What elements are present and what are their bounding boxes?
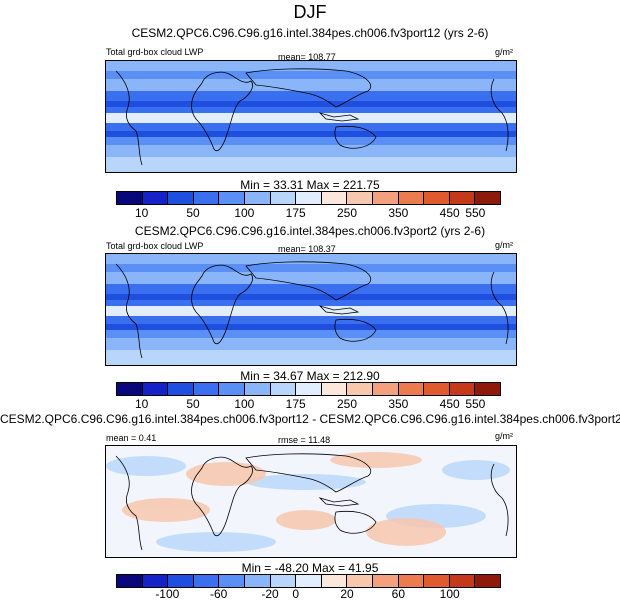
panel-2-title: CESM2.QPC6.C96.C96.g16.intel.384pes.ch00… (134, 224, 486, 238)
panel-2-colorbar-ticks: 10 50 100 175 250 350 450 550 (116, 397, 501, 411)
colorbar-swatch (347, 575, 373, 587)
colorbar-swatch (372, 383, 399, 395)
colorbar-swatch (117, 575, 143, 587)
colorbar-swatch (398, 192, 425, 204)
panel-3-colorbar (116, 574, 501, 588)
colorbar-swatch (296, 192, 322, 204)
colorbar-swatch (142, 383, 169, 395)
colorbar-swatch (168, 575, 194, 587)
panel-1-minmax: Min = 33.31 Max = 221.75 (240, 178, 380, 192)
colorbar-tick-label: -100 (155, 587, 180, 601)
panel-3-mean-label: mean = 0.41 (106, 433, 157, 443)
panel-2-mean-label: mean= 108.37 (278, 244, 336, 254)
colorbar-tick-label: 10 (134, 206, 149, 220)
panel-3-rmse-label: rmse = 11.48 (278, 435, 331, 445)
colorbar-tick-label: 10 (134, 397, 149, 411)
colorbar-swatch (321, 192, 348, 204)
colorbar-swatch (347, 383, 373, 395)
panel-1-colorbar-ticks: 10 50 100 175 250 350 450 550 (116, 206, 501, 220)
colorbar-tick-label: 100 (234, 206, 255, 220)
colorbar-swatch (168, 383, 194, 395)
colorbar-swatch (244, 192, 271, 204)
panel-2-variable-label: Total grd-box cloud LWP (106, 241, 204, 251)
colorbar-tick-label: 450 (439, 206, 460, 220)
colorbar-tick-label: 60 (391, 587, 406, 601)
panel-1-colorbar (116, 191, 501, 205)
colorbar-swatch (117, 383, 143, 395)
colorbar-swatch (193, 383, 220, 395)
colorbar-swatch (475, 192, 500, 204)
colorbar-tick-label: 100 (439, 587, 460, 601)
colorbar-swatch (219, 383, 245, 395)
panel-1-units: g/m² (495, 47, 513, 57)
colorbar-swatch (347, 192, 373, 204)
colorbar-swatch (475, 383, 500, 395)
colorbar-tick-label: 50 (186, 206, 200, 220)
panel-3-minmax: Min = -48.20 Max = 41.95 (241, 561, 379, 575)
colorbar-swatch (219, 192, 245, 204)
colorbar-tick-label: 100 (234, 397, 255, 411)
colorbar-swatch (449, 575, 476, 587)
colorbar-swatch (270, 192, 297, 204)
colorbar-tick-label: 350 (388, 397, 409, 411)
colorbar-swatch (372, 192, 399, 204)
colorbar-swatch (424, 575, 450, 587)
panel-1-title: CESM2.QPC6.C96.C96.g16.intel.384pes.ch00… (131, 26, 489, 40)
colorbar-swatch (244, 575, 271, 587)
colorbar-swatch (424, 383, 450, 395)
colorbar-swatch (449, 383, 476, 395)
panel-1-map (105, 60, 517, 173)
colorbar-swatch (219, 575, 245, 587)
colorbar-tick-label: 350 (388, 206, 409, 220)
colorbar-swatch (117, 192, 143, 204)
colorbar-swatch (270, 575, 297, 587)
panel-3-units: g/m² (495, 431, 513, 441)
colorbar-tick-label: -60 (209, 587, 228, 601)
colorbar-swatch (424, 192, 450, 204)
colorbar-tick-label: 20 (340, 587, 354, 601)
colorbar-swatch (475, 575, 500, 587)
panel-2-units: g/m² (495, 240, 513, 250)
colorbar-swatch (296, 575, 322, 587)
panel-2-map (105, 253, 517, 366)
colorbar-tick-label: 50 (186, 397, 200, 411)
panel-1-mean-label: mean= 108.77 (278, 52, 336, 62)
colorbar-swatch (270, 383, 297, 395)
panel-3-colorbar-ticks: -100 -60 -20 0 20 60 100 (116, 587, 501, 601)
colorbar-swatch (168, 192, 194, 204)
colorbar-swatch (321, 383, 348, 395)
colorbar-swatch (193, 575, 220, 587)
colorbar-swatch (142, 192, 169, 204)
season-title: DJF (293, 2, 327, 22)
panel-2-colorbar (116, 382, 501, 396)
colorbar-swatch (449, 192, 476, 204)
colorbar-swatch (244, 383, 271, 395)
colorbar-tick-label: 175 (285, 206, 306, 220)
colorbar-swatch (398, 575, 425, 587)
colorbar-swatch (321, 575, 348, 587)
colorbar-tick-label: 250 (336, 397, 358, 411)
colorbar-tick-label: 175 (285, 397, 306, 411)
colorbar-tick-label: 0 (292, 587, 299, 601)
panel-2-minmax: Min = 34.67 Max = 212.90 (240, 369, 380, 383)
colorbar-swatch (372, 575, 399, 587)
colorbar-swatch (296, 383, 322, 395)
colorbar-tick-label: 550 (465, 397, 486, 411)
colorbar-swatch (398, 383, 425, 395)
panel-3-title: CESM2.QPC6.C96.C96.g16.intel.384pes.ch00… (0, 412, 620, 426)
colorbar-tick-label: 250 (336, 206, 358, 220)
colorbar-tick-label: 450 (439, 397, 460, 411)
colorbar-tick-label: 550 (465, 206, 486, 220)
colorbar-swatch (193, 192, 220, 204)
colorbar-tick-label: -20 (261, 587, 279, 601)
colorbar-swatch (142, 575, 169, 587)
panel-3-map (105, 445, 517, 558)
panel-1-variable-label: Total grd-box cloud LWP (106, 47, 204, 57)
